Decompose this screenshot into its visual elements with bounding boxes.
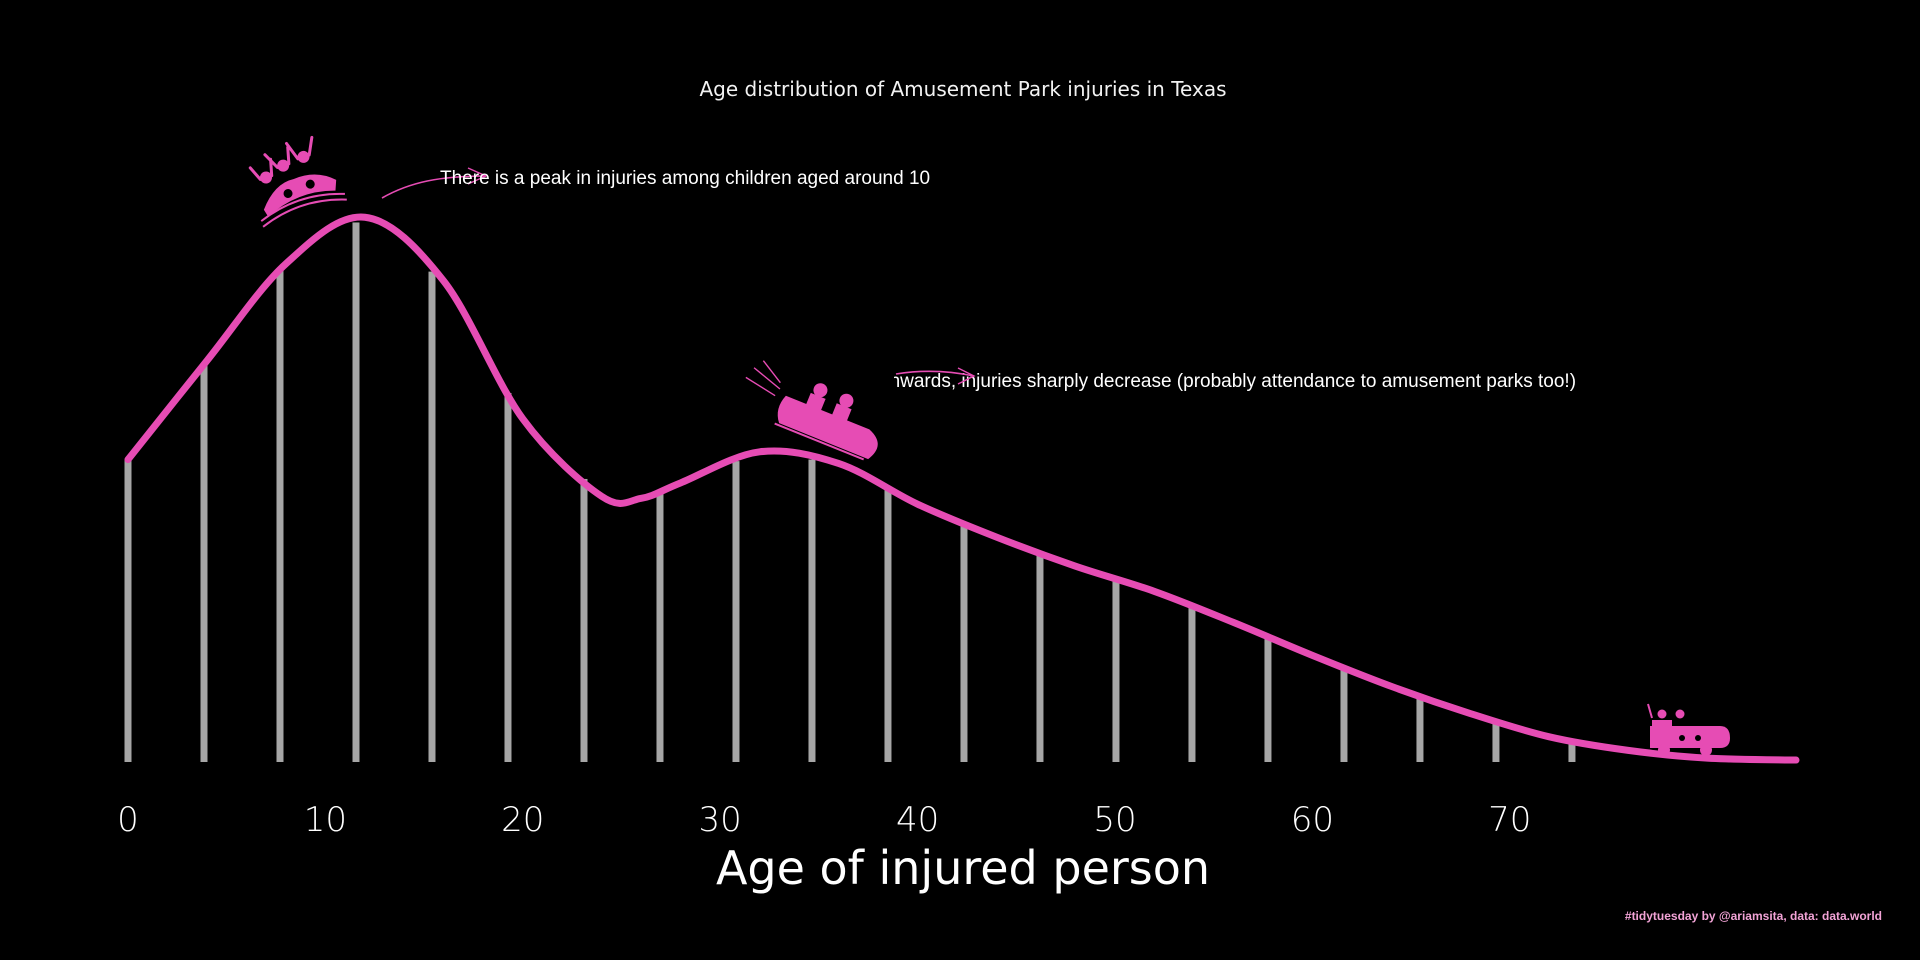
annotation-arrowhead-1 — [467, 167, 488, 185]
support-bar-11 — [960, 523, 968, 762]
density-track — [124, 213, 1800, 764]
annotation-arrow-2 — [895, 370, 975, 377]
support-bar-15 — [1264, 636, 1272, 762]
annotation-clip-2: From age 35 onwards, injuries sharply de… — [766, 371, 1576, 392]
support-bar-12 — [1036, 553, 1044, 762]
support-bar-18 — [1492, 721, 1500, 762]
x-tick-label-70: 70 — [1488, 800, 1531, 840]
support-bar-2 — [276, 271, 284, 762]
x-tick-label-50: 50 — [1093, 800, 1136, 840]
x-tick-label-30: 30 — [699, 800, 742, 840]
annotation-decrease: From age 35 onwards, injuries sharply de… — [766, 371, 1576, 392]
annotation-arrow-1 — [381, 175, 487, 199]
support-bar-4 — [428, 271, 436, 762]
support-bar-3 — [352, 222, 360, 762]
support-bar-13 — [1112, 579, 1120, 762]
support-bar-1 — [200, 364, 208, 762]
x-axis-ticks: 0 10 20 30 40 50 60 70 — [117, 800, 1531, 840]
support-bar-5 — [504, 393, 512, 762]
support-bar-17 — [1416, 696, 1424, 762]
log-flume-boat-icon — [745, 360, 878, 461]
x-tick-label-60: 60 — [1291, 800, 1334, 840]
chart-title: Age distribution of Amusement Park injur… — [699, 77, 1226, 101]
bumper-car-icon — [1647, 703, 1730, 756]
caption: #tidytuesday by @ariamsita, data: data.w… — [1625, 909, 1882, 923]
x-tick-label-20: 20 — [501, 800, 544, 840]
x-tick-label-0: 0 — [117, 800, 139, 840]
support-bar-10 — [884, 488, 892, 762]
support-bar-8 — [732, 461, 740, 762]
support-bar-14 — [1188, 606, 1196, 762]
support-bar-9 — [808, 459, 816, 762]
x-tick-label-10: 10 — [304, 800, 347, 840]
x-tick-label-40: 40 — [896, 800, 939, 840]
support-bar-19 — [1568, 740, 1576, 762]
annotation-peak: There is a peak in injuries among childr… — [440, 168, 930, 189]
rollercoaster-cart-icon — [248, 135, 347, 228]
density-line — [124, 213, 1800, 764]
support-bar-16 — [1340, 667, 1348, 762]
support-bar-7 — [656, 490, 664, 762]
support-bar-0 — [124, 459, 132, 762]
x-axis-label: Age of injured person — [716, 841, 1210, 895]
annotation-arrowhead-2 — [957, 367, 976, 385]
support-bars — [124, 222, 1576, 762]
support-bar-6 — [580, 478, 588, 762]
